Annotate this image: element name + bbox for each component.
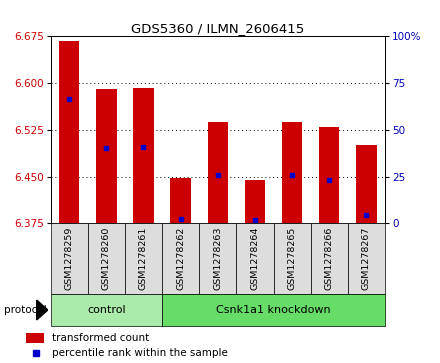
Text: GSM1278259: GSM1278259 <box>65 227 73 290</box>
Polygon shape <box>37 300 48 320</box>
Text: transformed count: transformed count <box>52 333 150 343</box>
Bar <box>133 88 154 223</box>
Bar <box>356 145 377 223</box>
Text: GSM1278267: GSM1278267 <box>362 227 371 290</box>
Bar <box>51 223 88 294</box>
Bar <box>170 178 191 223</box>
Bar <box>96 89 117 223</box>
Text: Csnk1a1 knockdown: Csnk1a1 knockdown <box>216 305 331 315</box>
Bar <box>88 223 125 294</box>
Text: GSM1278260: GSM1278260 <box>102 227 111 290</box>
Bar <box>319 127 340 223</box>
Bar <box>274 223 311 294</box>
Bar <box>26 333 44 343</box>
Text: GSM1278262: GSM1278262 <box>176 227 185 290</box>
Text: GSM1278261: GSM1278261 <box>139 227 148 290</box>
Text: protocol: protocol <box>4 305 47 315</box>
Bar <box>162 223 199 294</box>
Title: GDS5360 / ILMN_2606415: GDS5360 / ILMN_2606415 <box>131 22 304 35</box>
Bar <box>199 223 236 294</box>
Bar <box>282 122 302 223</box>
Bar <box>125 223 162 294</box>
Text: GSM1278264: GSM1278264 <box>250 227 260 290</box>
Bar <box>208 122 228 223</box>
Text: GSM1278266: GSM1278266 <box>325 227 334 290</box>
Bar <box>348 223 385 294</box>
Bar <box>59 41 79 223</box>
Bar <box>311 223 348 294</box>
Bar <box>51 294 162 326</box>
Bar <box>162 294 385 326</box>
Bar <box>245 180 265 223</box>
Text: GSM1278263: GSM1278263 <box>213 227 222 290</box>
Text: GSM1278265: GSM1278265 <box>288 227 297 290</box>
Text: percentile rank within the sample: percentile rank within the sample <box>52 348 228 358</box>
Text: control: control <box>87 305 126 315</box>
Bar <box>236 223 274 294</box>
